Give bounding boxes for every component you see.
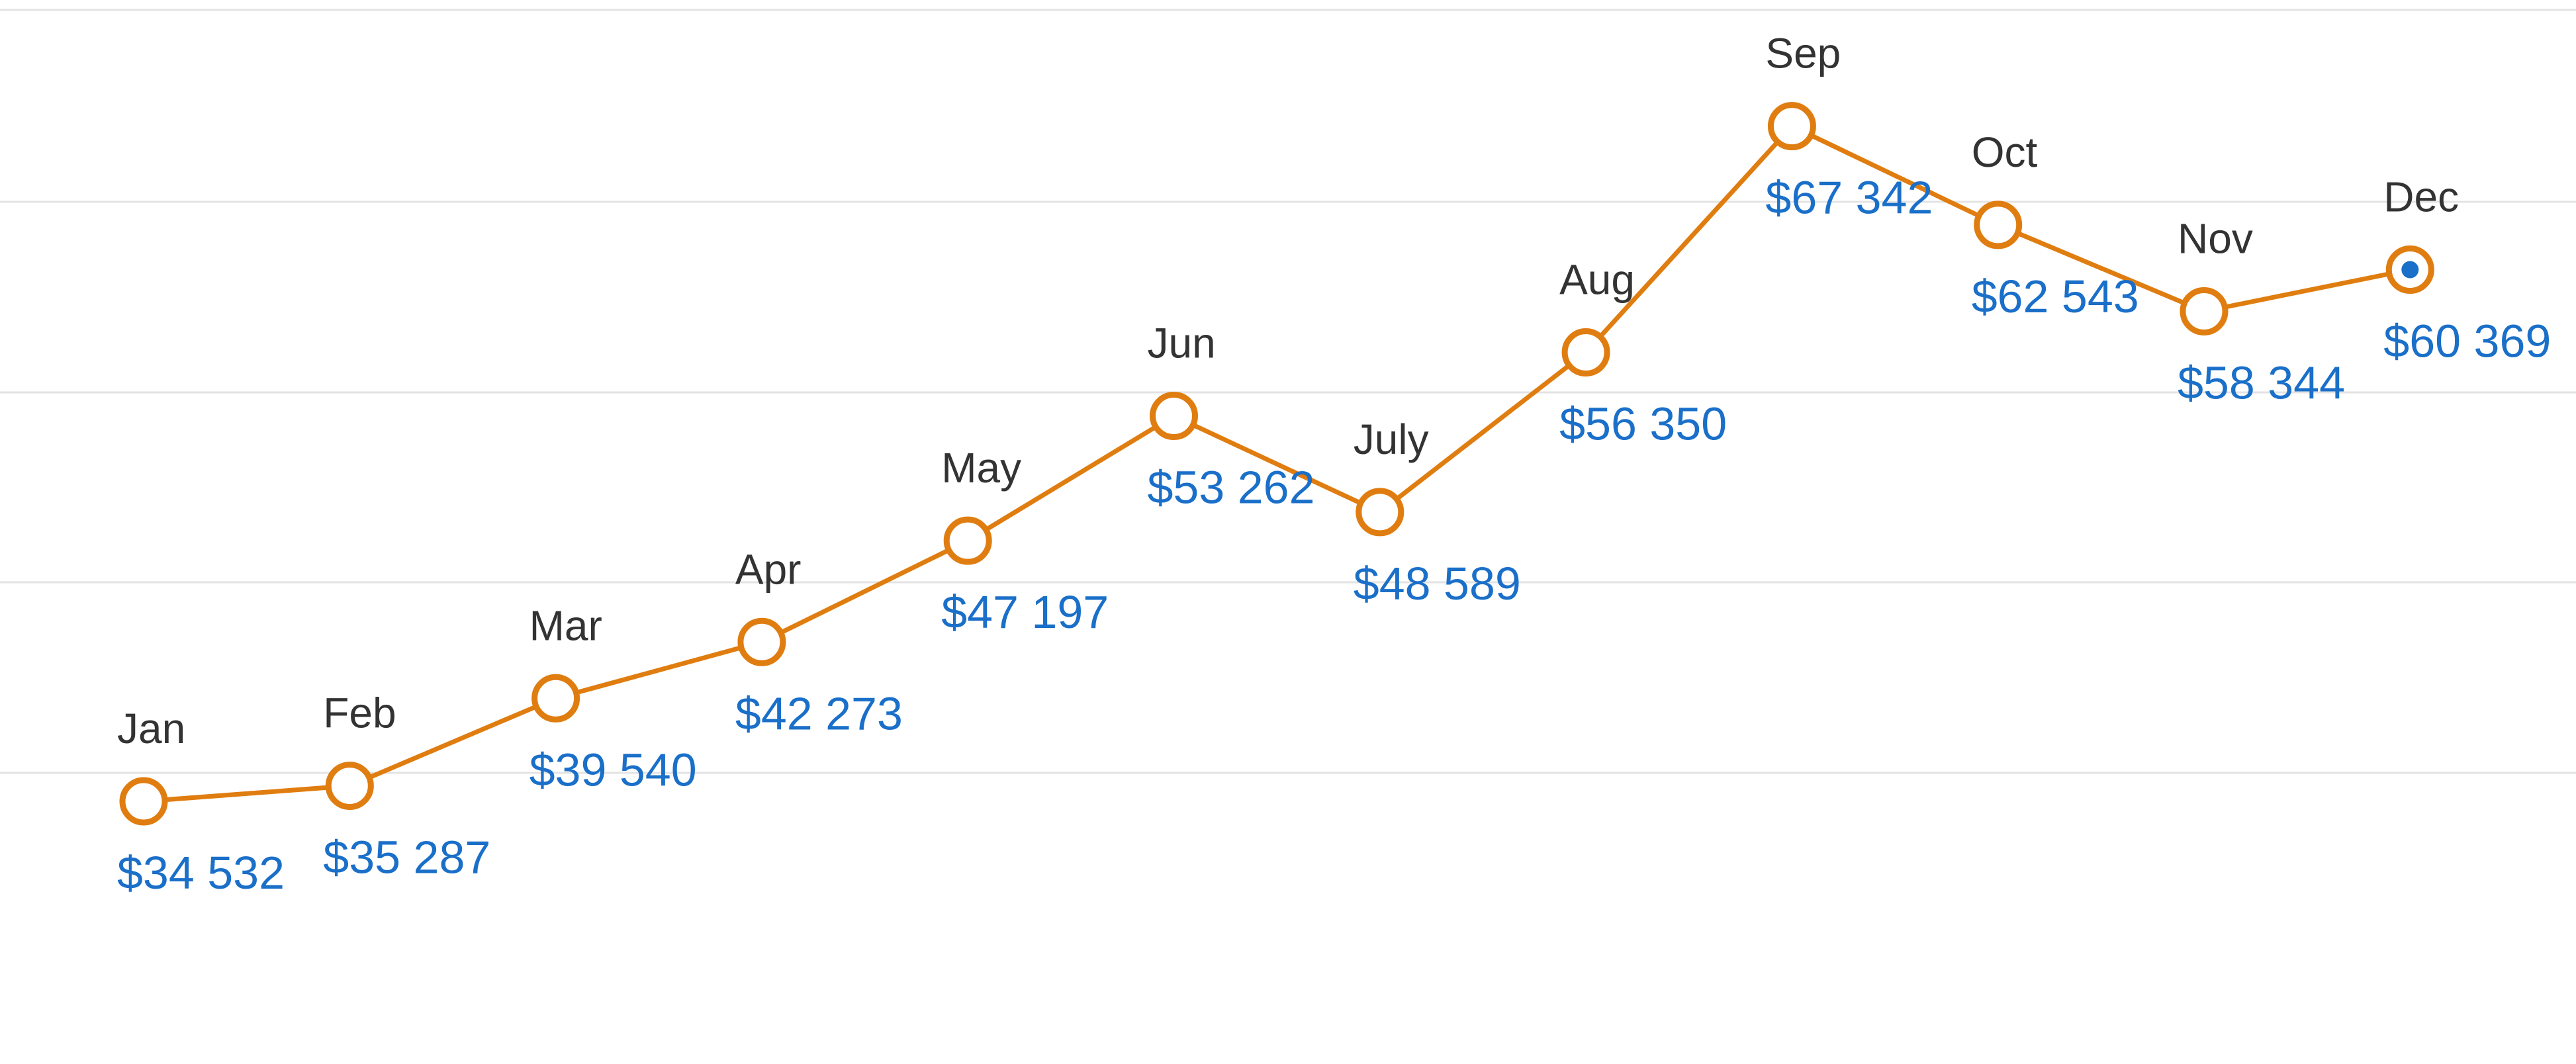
data-point-july[interactable] bbox=[1356, 488, 1404, 537]
data-point-feb[interactable] bbox=[325, 762, 374, 811]
value-label-july: $48 589 bbox=[1354, 558, 1521, 609]
data-point-jun[interactable] bbox=[1150, 392, 1198, 441]
data-point-oct[interactable] bbox=[1974, 200, 2023, 249]
month-label-mar: Mar bbox=[529, 601, 602, 649]
value-label-jun: $53 262 bbox=[1148, 462, 1315, 513]
value-label-aug: $56 350 bbox=[1559, 398, 1727, 450]
month-label-feb: Feb bbox=[323, 689, 396, 737]
value-label-apr: $42 273 bbox=[735, 687, 903, 739]
month-label-oct: Oct bbox=[1972, 128, 2038, 176]
month-label-nov: Nov bbox=[2178, 215, 2253, 263]
data-point-aug[interactable] bbox=[1561, 328, 1610, 377]
value-label-sep: $67 342 bbox=[1765, 172, 1933, 224]
value-label-dec: $60 369 bbox=[2383, 316, 2551, 367]
month-label-jan: Jan bbox=[117, 705, 185, 752]
data-point-sep[interactable] bbox=[1767, 102, 1816, 151]
gridlines bbox=[0, 9, 2576, 774]
value-label-oct: $62 543 bbox=[1972, 271, 2139, 322]
month-label-sep: Sep bbox=[1765, 30, 1841, 77]
data-point-apr[interactable] bbox=[737, 617, 786, 666]
month-label-may: May bbox=[941, 444, 1021, 492]
month-label-dec: Dec bbox=[2383, 173, 2459, 221]
value-label-may: $47 197 bbox=[941, 586, 1109, 638]
series-line bbox=[141, 124, 2413, 804]
data-point-nov[interactable] bbox=[2180, 287, 2229, 336]
month-label-apr: Apr bbox=[735, 545, 802, 593]
value-label-mar: $39 540 bbox=[529, 744, 697, 795]
highlighted-point-dot bbox=[2401, 261, 2419, 279]
month-label-aug: Aug bbox=[1559, 256, 1635, 304]
data-point-mar[interactable] bbox=[531, 674, 580, 723]
data-point-jan[interactable] bbox=[119, 777, 168, 826]
data-points bbox=[119, 102, 2434, 826]
value-label-feb: $35 287 bbox=[323, 832, 490, 883]
data-point-may[interactable] bbox=[943, 516, 992, 565]
value-label-jan: $34 532 bbox=[117, 847, 285, 899]
month-label-jun: Jun bbox=[1148, 320, 1216, 367]
month-label-july: July bbox=[1354, 416, 1429, 463]
value-label-nov: $58 344 bbox=[2178, 357, 2345, 409]
data-labels: Jan $34 532 Feb $35 287 Mar $39 540 Apr $42 273… bbox=[117, 30, 2551, 899]
